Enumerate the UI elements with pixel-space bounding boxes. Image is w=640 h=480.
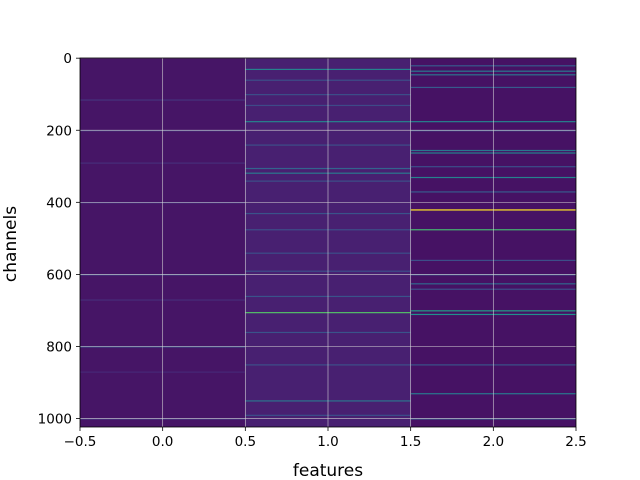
y-tick-label: 1000 bbox=[38, 412, 72, 428]
y-axis-label: channels bbox=[1, 206, 21, 282]
y-tick-label: 0 bbox=[63, 51, 72, 67]
x-tick-label: 2.5 bbox=[565, 434, 586, 450]
x-tick-label: 2.0 bbox=[483, 434, 504, 450]
y-axis: 0 200 400 600 800 1000 bbox=[38, 51, 80, 428]
x-tick-label: 1.0 bbox=[317, 434, 338, 450]
x-axis: −0.5 0.0 0.5 1.0 1.5 2.0 2.5 bbox=[64, 427, 587, 450]
x-tick-label: −0.5 bbox=[64, 434, 97, 450]
x-axis-label: features bbox=[293, 461, 363, 480]
y-tick-label: 800 bbox=[46, 339, 72, 355]
x-tick-label: 0.0 bbox=[152, 434, 173, 450]
y-tick-label: 400 bbox=[46, 195, 72, 211]
grid-lines bbox=[80, 57, 576, 427]
y-tick-label: 600 bbox=[46, 267, 72, 283]
x-tick-label: 0.5 bbox=[235, 434, 256, 450]
y-tick-label: 200 bbox=[46, 123, 72, 139]
x-tick-label: 1.5 bbox=[400, 434, 421, 450]
